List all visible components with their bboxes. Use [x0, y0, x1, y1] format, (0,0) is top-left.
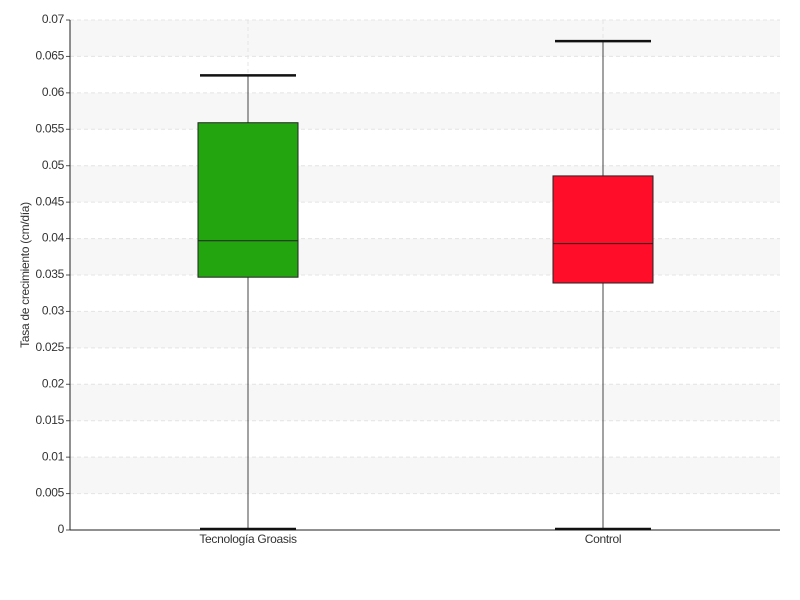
- y-tick-label: 0.06: [42, 85, 65, 99]
- y-tick-label: 0.03: [42, 304, 65, 318]
- y-tick-label: 0.015: [35, 413, 64, 427]
- grid-band: [70, 20, 780, 57]
- grid-band: [70, 165, 780, 203]
- x-tick-label: Control: [585, 532, 622, 546]
- y-tick-label: 0.005: [35, 486, 64, 500]
- y-tick-label: 0.025: [35, 340, 64, 354]
- box: [552, 175, 654, 284]
- y-tick-label: 0.035: [35, 267, 64, 281]
- y-tick-label: 0.07: [42, 12, 65, 26]
- grid-band: [70, 238, 780, 275]
- y-axis-label: Tasa de crecimiento (cm/día): [18, 202, 32, 348]
- grid-band: [70, 457, 780, 494]
- y-tick-label: 0.045: [35, 194, 64, 208]
- y-tick-label: 0.01: [42, 449, 65, 463]
- y-tick-label: 0.05: [42, 158, 65, 172]
- box: [197, 122, 299, 278]
- grid-band: [70, 92, 780, 130]
- grid-band: [70, 384, 780, 421]
- y-tick-label: 0: [58, 522, 65, 536]
- y-tick-label: 0.02: [42, 376, 65, 390]
- x-tick-label: Tecnología Groasis: [199, 532, 297, 546]
- y-tick-label: 0.065: [35, 49, 64, 63]
- y-tick-label: 0.04: [42, 231, 65, 245]
- y-tick-label: 0.055: [35, 121, 64, 135]
- grid-band: [70, 311, 780, 348]
